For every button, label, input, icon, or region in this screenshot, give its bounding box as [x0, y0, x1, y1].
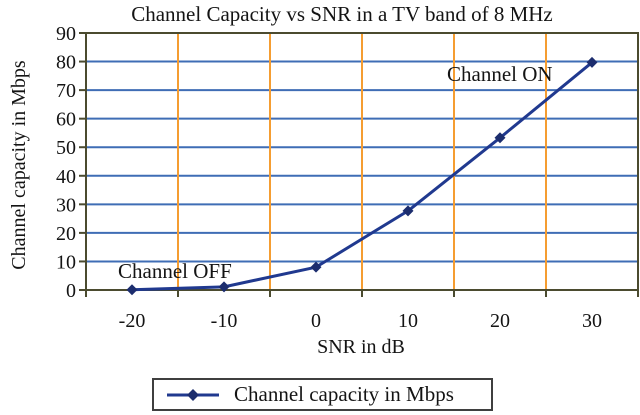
y-tick-label: 50 — [56, 137, 76, 159]
data-point-marker — [126, 284, 138, 296]
legend-marker-diamond — [187, 388, 199, 401]
y-tick-label: 40 — [56, 166, 76, 188]
y-tick-label: 60 — [56, 109, 76, 131]
x-tick-label: 30 — [582, 310, 602, 332]
y-tick-label: 90 — [56, 23, 76, 45]
y-tick-label: 30 — [56, 194, 76, 216]
legend-line-swatch — [167, 388, 219, 401]
legend: Channel capacity in Mbps — [152, 378, 493, 411]
y-axis-label: Channel capacity in Mbps — [8, 60, 30, 270]
x-tick-label: -20 — [119, 310, 146, 332]
series-line — [130, 60, 594, 292]
y-tick-label: 80 — [56, 52, 76, 74]
annotation-channel-on: Channel ON — [447, 62, 553, 86]
data-point-marker — [218, 281, 230, 293]
x-tick-label: 0 — [311, 310, 321, 332]
x-tick-label: 10 — [398, 310, 418, 332]
data-point-marker — [494, 132, 506, 144]
x-tick-label: -10 — [211, 310, 238, 332]
legend-label: Channel capacity in Mbps — [234, 382, 454, 406]
y-tick-label: 10 — [56, 251, 76, 273]
y-tick-label: 70 — [56, 80, 76, 102]
chart-title: Channel Capacity vs SNR in a TV band of … — [131, 2, 553, 26]
y-tick-label: 20 — [56, 223, 76, 245]
data-point-marker — [402, 205, 414, 217]
x-axis-label: SNR in dB — [317, 336, 405, 358]
data-point-marker — [310, 261, 322, 273]
annotation-channel-off: Channel OFF — [118, 259, 232, 283]
x-tick-label: 20 — [490, 310, 510, 332]
data-point-marker — [586, 56, 598, 68]
y-tick-label: 0 — [66, 280, 76, 302]
